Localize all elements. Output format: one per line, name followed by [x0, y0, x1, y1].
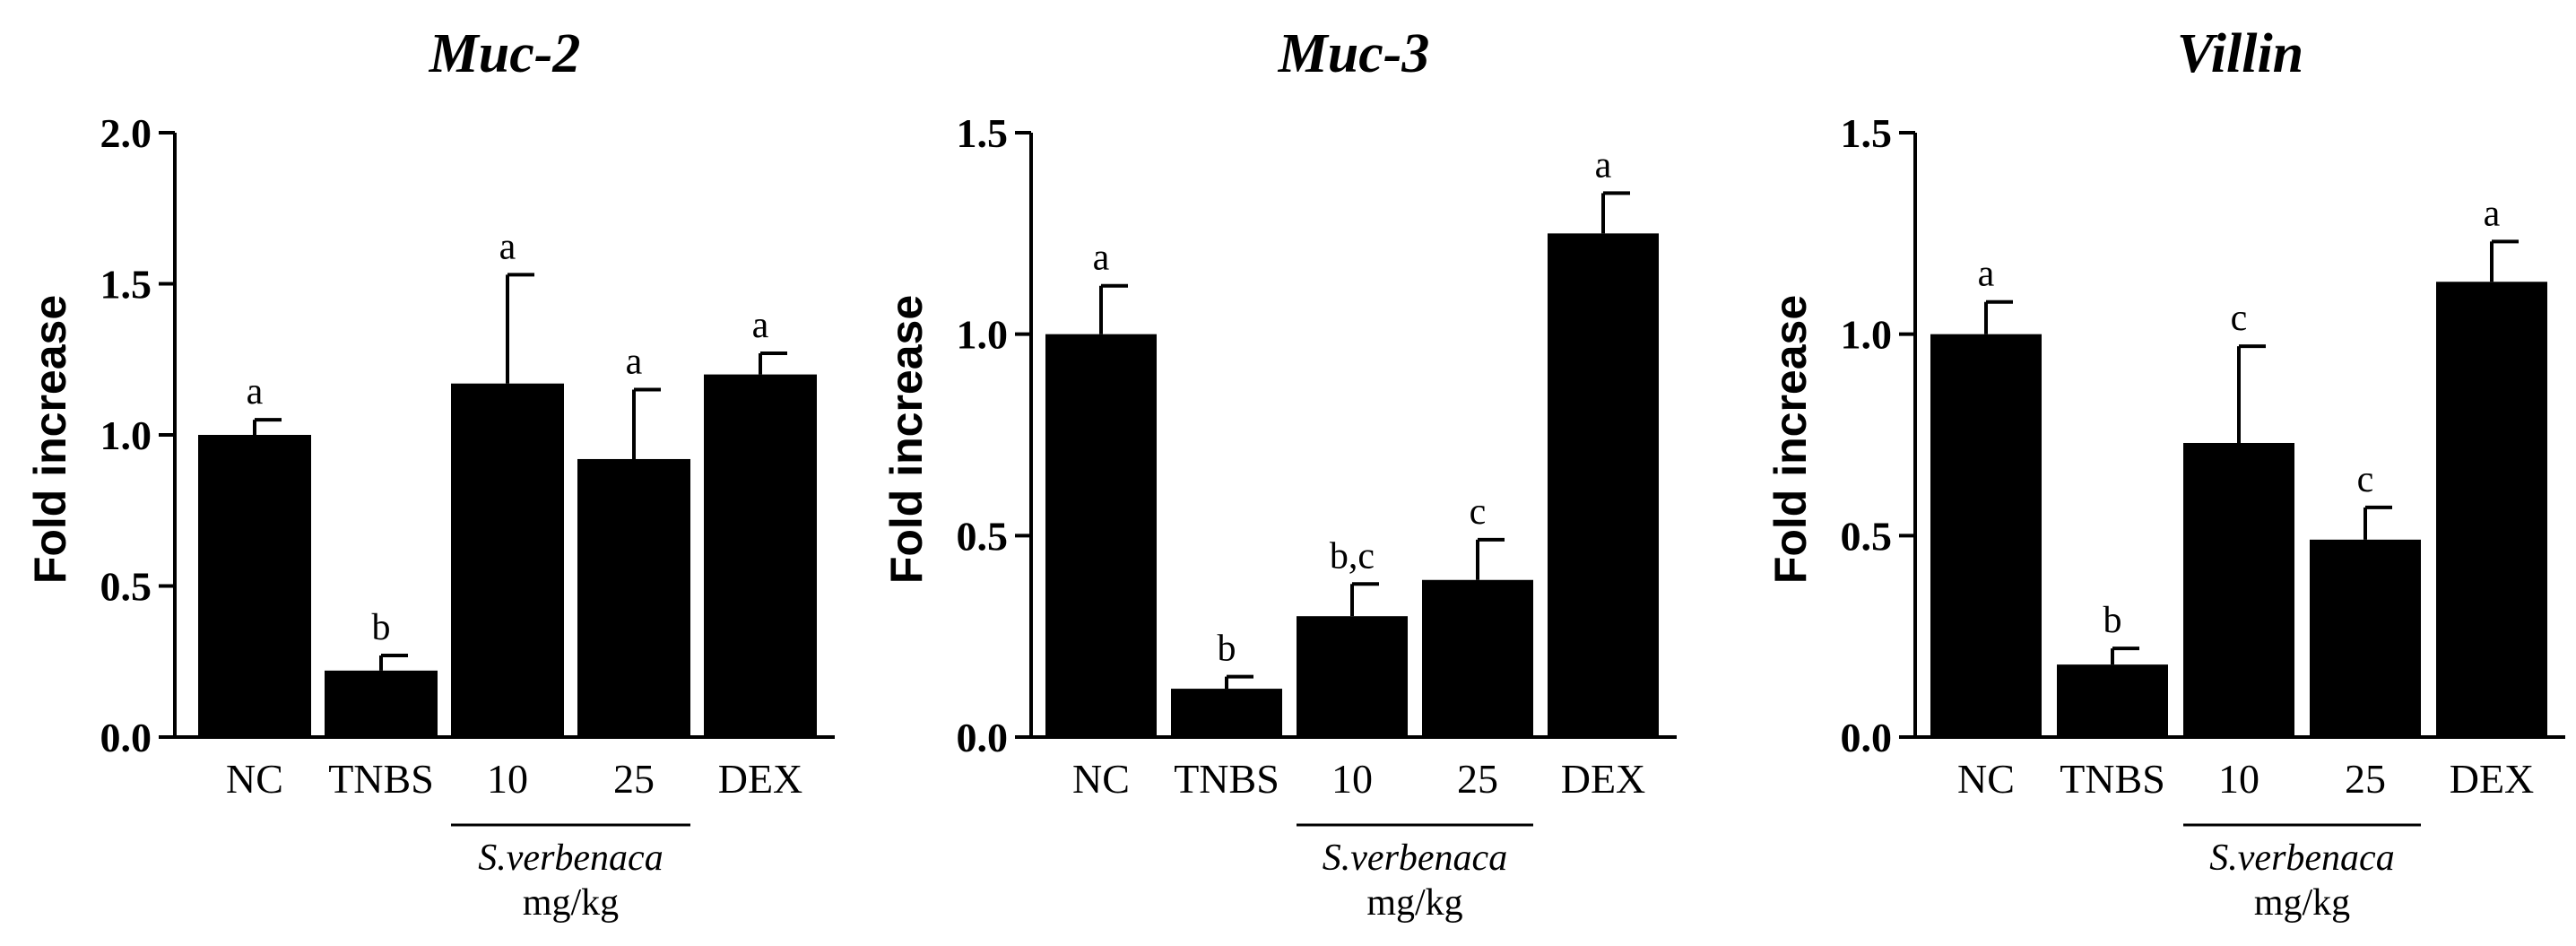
y-tick-label: 0.5 [1841, 513, 1893, 559]
chart-panel-1: Muc-2 Fold increase 0.0 0.5 1.0 1.5 2.0 a NC b TNB… [25, 23, 835, 924]
significance-label: a [1093, 238, 1110, 279]
significance-label: b [372, 607, 391, 648]
significance-label: a [1978, 254, 1995, 295]
x-tick-label: 10 [2218, 756, 2259, 802]
significance-label: a [2484, 193, 2501, 234]
x-tick-label: NC [1957, 756, 2015, 802]
significance-label: a [1595, 144, 1612, 186]
bar-10 [2183, 442, 2294, 737]
y-tick-label: 1.0 [957, 312, 1009, 358]
bar-10 [451, 383, 564, 737]
chart-title: Villin [2177, 23, 2303, 84]
significance-label: a [626, 341, 643, 382]
y-tick-label: 2.0 [100, 110, 152, 156]
x-tick-label: NC [226, 756, 283, 802]
x-tick-label: 25 [613, 756, 655, 802]
y-tick-label: 0.0 [100, 715, 152, 760]
bar-25 [577, 458, 690, 737]
chart-title: Muc-2 [429, 23, 581, 84]
y-tick-label: 0.5 [100, 564, 152, 610]
bar-dex [704, 374, 817, 737]
x-tick-label: DEX [1561, 756, 1646, 802]
x-tick-label: TNBS [2060, 756, 2165, 802]
y-axis-label: Fold increase [881, 295, 932, 584]
x-tick-label: TNBS [1174, 756, 1279, 802]
bar-10 [1297, 616, 1408, 737]
group-unit-label: mg/kg [1366, 882, 1462, 924]
bar-nc [198, 435, 311, 737]
bar-tnbs [2057, 664, 2168, 737]
significance-label: a [752, 305, 769, 346]
chart-panel-3: Villin Fold increase 0.0 0.5 1.0 1.5 a NC b TNBS c… [1765, 23, 2565, 924]
bar-dex [1548, 233, 1659, 737]
bar-25 [2310, 539, 2421, 737]
y-tick-label: 0.5 [957, 513, 1009, 559]
significance-label: c [1470, 491, 1487, 533]
y-tick-label: 1.5 [100, 262, 152, 308]
y-axis-label: Fold increase [1765, 295, 1816, 584]
x-tick-label: DEX [2450, 756, 2535, 802]
y-tick-label: 1.0 [100, 412, 152, 458]
y-tick-label: 0.0 [1841, 715, 1893, 760]
bar-nc [1930, 334, 2042, 737]
y-tick-label: 0.0 [957, 715, 1009, 760]
group-species-label: S.verbenaca [1323, 838, 1507, 879]
x-tick-label: 10 [487, 756, 528, 802]
significance-label: c [2231, 298, 2248, 339]
y-axis-label: Fold increase [25, 295, 75, 584]
x-tick-label: 25 [1457, 756, 1498, 802]
significance-label: b,c [1330, 535, 1375, 577]
significance-label: a [247, 371, 264, 412]
x-tick-label: TNBS [328, 756, 434, 802]
y-tick-label: 1.0 [1841, 312, 1893, 358]
x-tick-label: DEX [718, 756, 803, 802]
x-tick-label: NC [1072, 756, 1130, 802]
significance-label: b [1218, 629, 1236, 670]
group-unit-label: mg/kg [523, 882, 619, 924]
x-tick-label: 25 [2345, 756, 2386, 802]
group-species-label: S.verbenaca [2209, 838, 2394, 879]
bar-tnbs [1171, 689, 1282, 737]
group-unit-label: mg/kg [2254, 882, 2350, 924]
chart-title: Muc-3 [1278, 23, 1430, 84]
significance-label: a [499, 226, 516, 267]
significance-label: b [2103, 600, 2122, 641]
bar-tnbs [325, 670, 438, 737]
y-tick-label: 1.5 [957, 110, 1009, 156]
chart-panel-2: Muc-3 Fold increase 0.0 0.5 1.0 1.5 a NC b TNBS b,… [881, 23, 1677, 924]
bar-25 [1422, 579, 1533, 737]
group-species-label: S.verbenaca [478, 838, 663, 879]
bar-dex [2436, 282, 2547, 737]
x-tick-label: 10 [1331, 756, 1373, 802]
y-tick-label: 1.5 [1841, 110, 1893, 156]
significance-label: c [2357, 459, 2374, 500]
bar-nc [1045, 334, 1157, 737]
